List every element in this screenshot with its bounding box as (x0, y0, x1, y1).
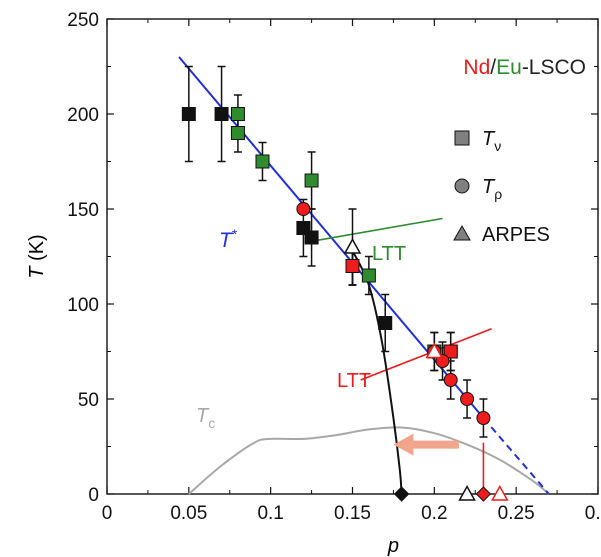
y-tick-label: 0 (88, 485, 99, 506)
tc-curve (188, 426, 550, 495)
green-square-point (255, 154, 270, 169)
legend-label-sub: ρ (494, 186, 502, 202)
tc-main: T (196, 405, 210, 427)
black-square-point (214, 107, 229, 121)
chart-title: Nd/Eu-LSCO (463, 56, 586, 79)
x-tick-label: 0.25 (498, 503, 535, 524)
red-circle-point (476, 411, 491, 425)
ltt-green-line (311, 217, 443, 243)
green-square-point (361, 268, 376, 283)
y-axis-label-main: T (26, 265, 48, 279)
arpes-triangle-red (491, 484, 509, 501)
legend-label-main: T (482, 128, 496, 150)
y-tick-label: 250 (67, 10, 99, 31)
red-circle-point (443, 373, 458, 387)
x-tick-label: 0.05 (170, 503, 207, 524)
red-square-point (345, 259, 360, 273)
red-diamond-point (475, 486, 492, 502)
y-tick-label: 50 (78, 390, 99, 411)
red-circle-point (296, 202, 311, 216)
black-diamond-point (393, 486, 410, 502)
legend-label-main: ARPES (482, 224, 550, 246)
tstar-sup: * (232, 226, 238, 242)
legend-triangle-icon (453, 224, 471, 241)
legend-label: Tν (482, 128, 501, 154)
legend-circle-icon (454, 178, 470, 194)
red-square-point (443, 344, 458, 359)
title-part: Nd (463, 56, 490, 79)
x-axis-label: p (387, 535, 399, 557)
green-square-point (304, 173, 319, 188)
ltt-red-label: LTT (337, 370, 371, 392)
legend-label: ARPES (482, 224, 550, 246)
title-part: -LSCO (522, 56, 586, 79)
tstar-dashed-line (482, 417, 550, 495)
x-tick-label: 0.2 (421, 503, 447, 524)
axis-ticks: 0 0.05 0.1 0.15 0.2 0.25 0.3 0 50 100 150 200 250 (67, 10, 601, 524)
legend-square-icon (454, 130, 470, 146)
tc-sub: c (208, 415, 215, 431)
black-square-point (378, 316, 393, 330)
tstar-main: T (219, 229, 234, 252)
black-square-point (304, 230, 319, 245)
arpes-triangle (343, 237, 362, 254)
x-tick-label: 0 (102, 503, 113, 524)
black-square-point (181, 107, 196, 121)
title-part: / (490, 56, 496, 79)
tc-label: Tc (196, 405, 215, 431)
y-axis-label-unit: (K) (26, 234, 48, 266)
green-square-point (230, 107, 245, 121)
data-markers (181, 65, 509, 502)
x-tick-label: 0.1 (257, 503, 283, 524)
red-circle-point (460, 392, 475, 406)
title-part: Eu (496, 56, 522, 79)
legend-label-main: T (482, 176, 496, 198)
arpes-triangle-red (425, 342, 444, 359)
x-tick-label: 0.3 (585, 503, 601, 524)
y-axis-label: T (K) (26, 234, 48, 278)
legend-label: Tρ (482, 176, 502, 202)
legend-label-sub: ν (494, 138, 501, 154)
ltt-red-line (360, 327, 492, 381)
arpes-triangle (458, 484, 476, 501)
doping-arrow-head (393, 433, 414, 456)
x-tick-label: 0.15 (334, 503, 371, 524)
y-tick-label: 100 (67, 295, 99, 316)
ltt-green-label: LTT (372, 243, 406, 265)
green-square-point (230, 126, 245, 140)
y-tick-label: 200 (67, 105, 99, 126)
y-tick-label: 150 (67, 200, 99, 221)
tstar-label: T* (219, 226, 238, 252)
